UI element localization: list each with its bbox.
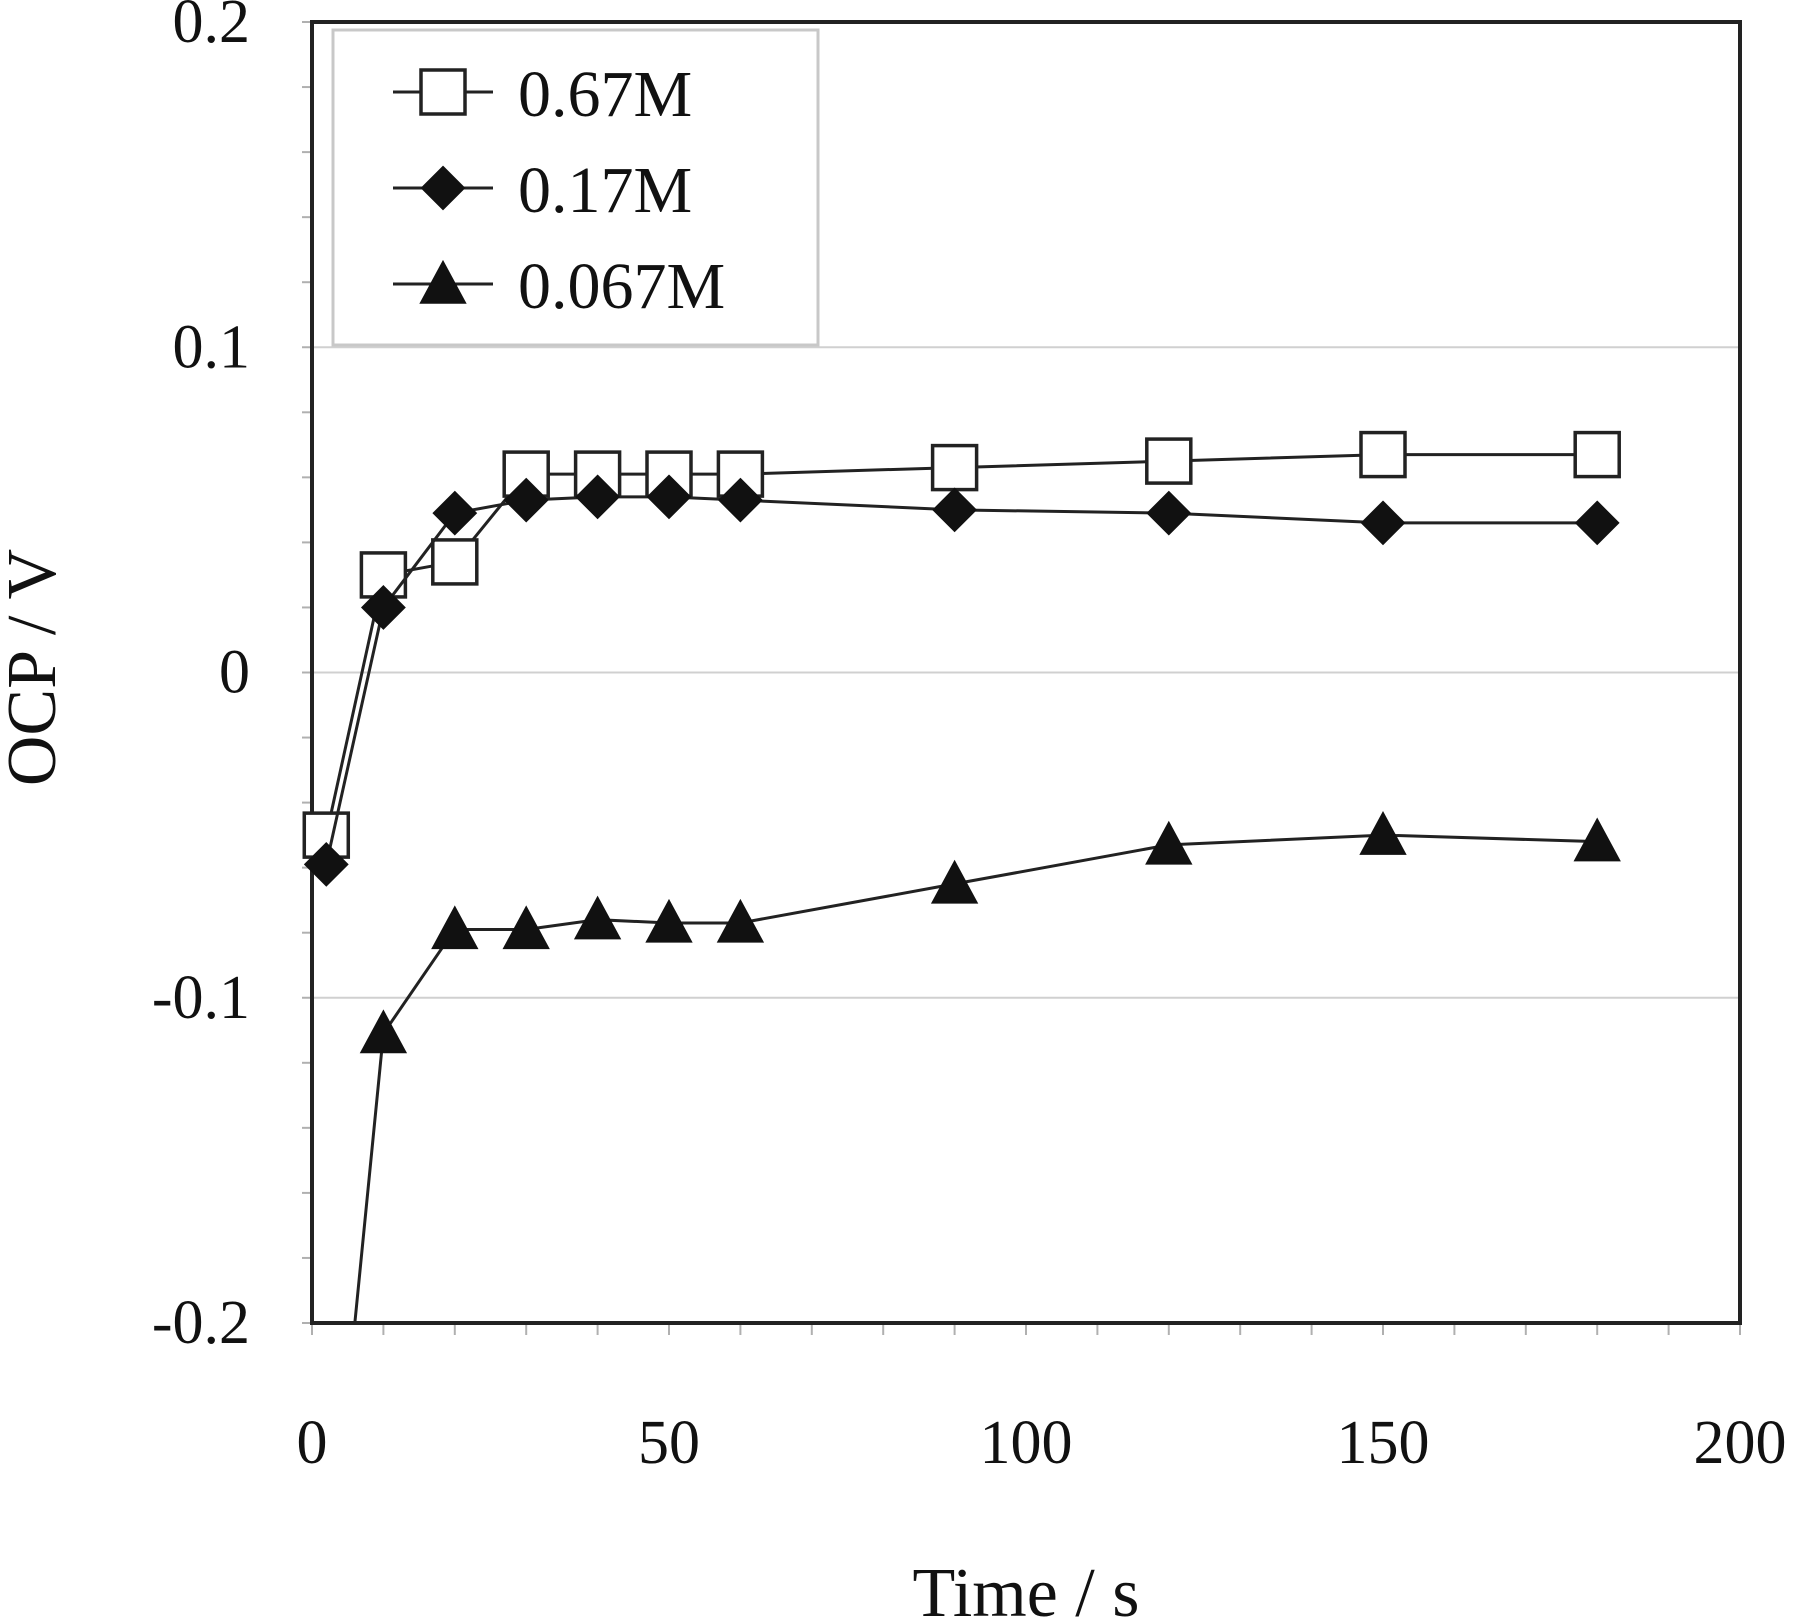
legend-item: 0.67M bbox=[393, 58, 692, 131]
y-tick-label: 0 bbox=[219, 639, 250, 707]
data-point bbox=[431, 905, 479, 950]
data-point bbox=[932, 487, 978, 533]
legend-marker bbox=[420, 165, 466, 211]
y-tick-label: -0.1 bbox=[152, 964, 250, 1032]
x-axis-title: Time / s bbox=[913, 1555, 1140, 1621]
series-0.67M bbox=[302, 430, 1621, 859]
x-tick-label: 150 bbox=[1337, 1409, 1430, 1477]
data-point bbox=[1146, 490, 1192, 536]
data-point bbox=[930, 859, 979, 904]
data-point bbox=[1574, 500, 1620, 546]
data-point bbox=[1359, 430, 1407, 479]
data-point bbox=[1573, 817, 1621, 862]
data-point bbox=[573, 895, 622, 940]
data-point bbox=[303, 841, 349, 887]
data-point bbox=[1145, 820, 1193, 865]
data-point bbox=[1145, 437, 1193, 485]
legend-item: 0.17M bbox=[393, 154, 692, 227]
y-tick-label: 0.1 bbox=[173, 313, 251, 381]
legend-marker bbox=[419, 68, 467, 116]
data-point bbox=[930, 443, 979, 492]
series-layer bbox=[302, 430, 1621, 1324]
x-tick-label: 200 bbox=[1694, 1409, 1787, 1477]
series-line bbox=[324, 495, 1598, 865]
y-axis-title: OCP / V bbox=[0, 549, 71, 786]
legend-item: 0.067M bbox=[393, 250, 725, 323]
legend-label: 0.67M bbox=[518, 58, 692, 131]
data-point bbox=[502, 905, 550, 950]
data-point bbox=[432, 490, 478, 536]
legend: 0.67M 0.17M 0.067M bbox=[331, 28, 820, 347]
data-point bbox=[646, 474, 692, 520]
data-point bbox=[645, 898, 693, 943]
data-point bbox=[575, 474, 621, 520]
series-0.17M bbox=[303, 474, 1620, 887]
x-tick-label: 50 bbox=[638, 1409, 700, 1477]
gridlines bbox=[312, 346, 1740, 999]
series-0.067M bbox=[353, 811, 1621, 1324]
legend-label: 0.17M bbox=[518, 154, 692, 227]
data-point bbox=[1573, 430, 1621, 479]
series-line bbox=[353, 833, 1598, 1324]
data-point bbox=[1360, 500, 1406, 546]
data-point bbox=[503, 477, 549, 523]
data-point bbox=[717, 477, 763, 523]
y-tick-label: -0.2 bbox=[152, 1289, 250, 1357]
data-point bbox=[1359, 811, 1407, 855]
tick-labels: 0.2 0.1 0 -0.1 -0.2 0 50 100 150 200 bbox=[152, 0, 1787, 1477]
data-point bbox=[716, 898, 765, 943]
data-point bbox=[360, 585, 406, 630]
legend-marker bbox=[419, 259, 467, 304]
plot-area-frame bbox=[310, 20, 1742, 1325]
y-tick-label: 0.2 bbox=[173, 0, 251, 56]
x-tick-label: 0 bbox=[297, 1409, 328, 1477]
x-tick-label: 100 bbox=[980, 1409, 1073, 1477]
data-point bbox=[431, 538, 479, 586]
legend-label: 0.067M bbox=[518, 250, 725, 323]
data-point bbox=[359, 1009, 408, 1054]
